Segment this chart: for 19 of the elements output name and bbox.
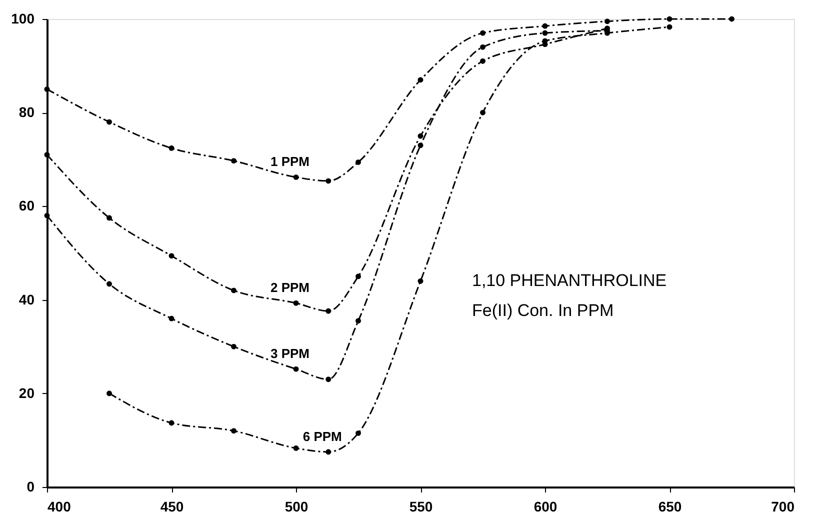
series-label: 6 PPM — [302, 428, 342, 444]
annotation: 1,10 PHENANTHROLINE — [472, 271, 667, 290]
x-tick-label: 650 — [658, 498, 682, 514]
x-tick-label: 600 — [534, 498, 558, 514]
series-label: 2 PPM — [270, 280, 310, 296]
y-tick-label: 80 — [18, 104, 35, 120]
y-tick-label: 20 — [18, 384, 35, 401]
series-label: 3 PPM — [270, 346, 310, 362]
y-tick-label: 40 — [18, 291, 35, 308]
x-tick-label: 500 — [284, 498, 308, 514]
x-tick-label: 400 — [48, 498, 72, 514]
x-tick-label: 450 — [160, 498, 184, 514]
series-label: 1 PPM — [270, 154, 310, 170]
y-tick-label: 60 — [18, 198, 35, 214]
y-tick-label: 0 — [26, 478, 35, 494]
x-tick-label: 700 — [771, 498, 795, 514]
annotation: Fe(II) Con. In PPM — [472, 301, 614, 320]
y-tick-label: 100 — [11, 10, 35, 26]
x-tick-label: 550 — [409, 498, 433, 514]
